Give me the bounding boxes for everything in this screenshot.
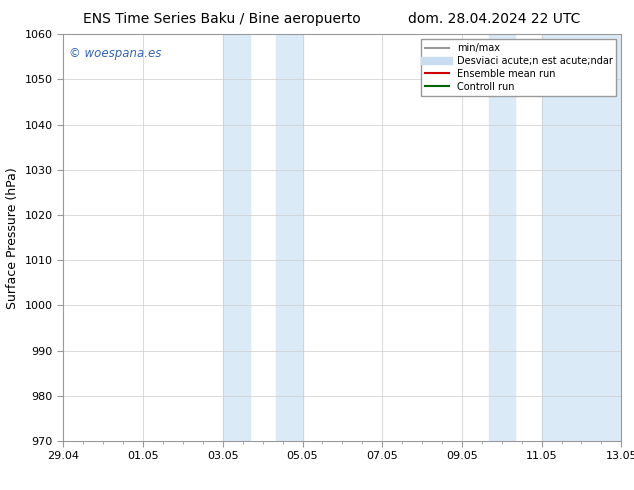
Bar <box>489 34 515 441</box>
Text: © woespana.es: © woespana.es <box>69 47 162 59</box>
Text: ENS Time Series Baku / Bine aeropuerto: ENS Time Series Baku / Bine aeropuerto <box>83 12 361 26</box>
Bar <box>223 34 250 441</box>
Y-axis label: Surface Pressure (hPa): Surface Pressure (hPa) <box>6 167 19 309</box>
Legend: min/max, Desviaci acute;n est acute;ndar, Ensemble mean run, Controll run: min/max, Desviaci acute;n est acute;ndar… <box>421 39 616 96</box>
Bar <box>541 34 621 441</box>
Text: dom. 28.04.2024 22 UTC: dom. 28.04.2024 22 UTC <box>408 12 581 26</box>
Bar <box>276 34 302 441</box>
